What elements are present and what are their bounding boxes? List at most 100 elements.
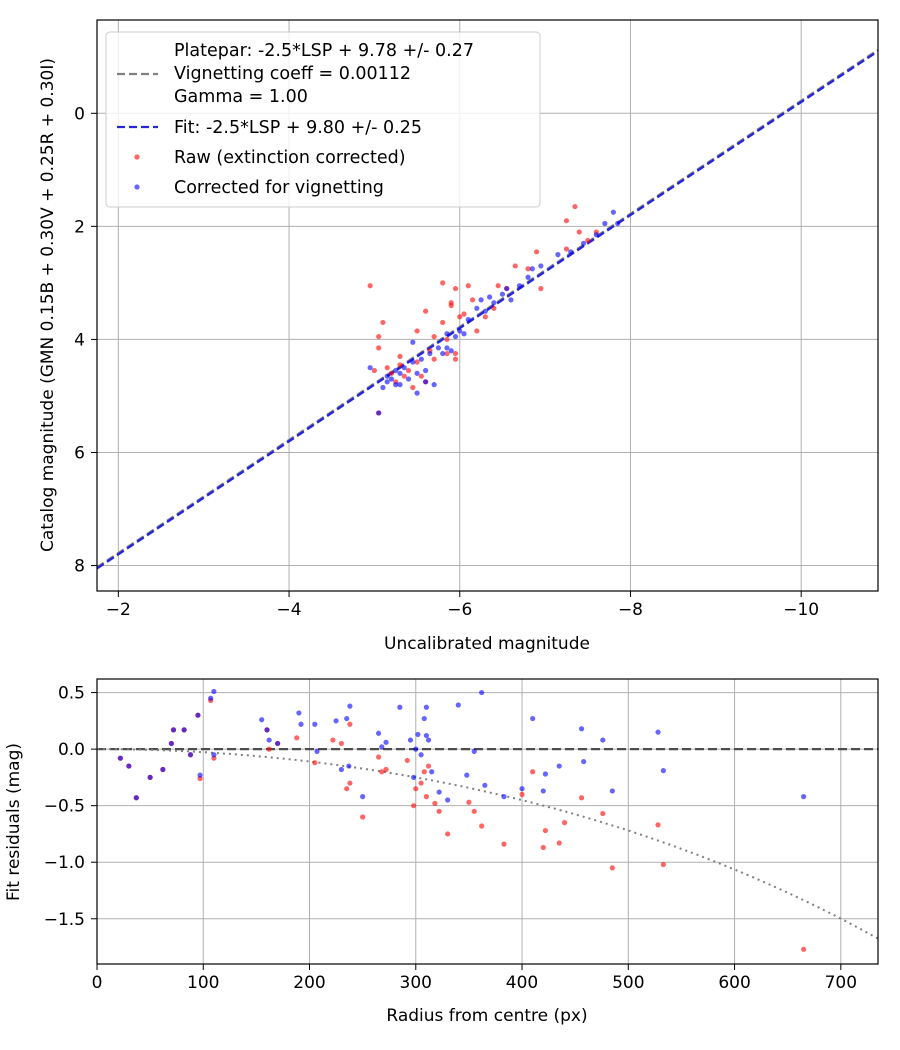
corrected-residual-point (383, 739, 389, 745)
raw-point (572, 203, 578, 210)
raw-point (371, 367, 378, 374)
raw-residual-point (660, 861, 666, 868)
corrected-residual-point (425, 737, 432, 743)
raw-point (397, 353, 403, 359)
corrected-residual-point (211, 752, 217, 758)
corrected-residual-point (464, 772, 470, 778)
corrected-point (580, 240, 587, 246)
raw-point (495, 283, 501, 289)
corrected-point (615, 220, 621, 227)
raw-residual-point (578, 795, 585, 801)
corrected-residual-point (347, 703, 353, 709)
corrected-point (487, 294, 493, 300)
raw-point (444, 350, 450, 357)
legend-platepar-line-3: Gamma = 1.00 (174, 87, 308, 107)
corrected-residual-point (346, 763, 352, 769)
y-tick-label: 8 (74, 557, 85, 577)
legend-fit-label: Fit: -2.5*LSP + 9.80 +/- 0.25 (174, 118, 422, 138)
bottom-y-ticks: 0.5 0.0 −0.5 −1.0 −1.5 (44, 684, 97, 930)
corrected-residual-point (375, 730, 382, 736)
raw-point (491, 305, 497, 311)
corrected-residual-point (482, 782, 488, 788)
y-tick-label: −0.5 (44, 797, 85, 817)
corrected-point (461, 331, 467, 337)
raw-point (533, 249, 540, 255)
raw-residual-point (379, 769, 385, 775)
corrected-point (410, 339, 416, 345)
raw-point (414, 359, 420, 365)
corrected-point (427, 350, 433, 357)
x-tick-label: −4 (277, 600, 302, 620)
corrected-point (452, 333, 459, 340)
corrected-point (410, 359, 416, 365)
corrected-point (380, 384, 386, 391)
raw-point (431, 333, 437, 340)
x-tick-label: 200 (293, 973, 325, 993)
raw-residual-point (600, 810, 606, 817)
legend-platepar-line-1: Platepar: -2.5*LSP + 9.78 +/- 0.27 (174, 41, 474, 61)
corrected-point (465, 317, 471, 323)
corrected-point (555, 252, 561, 258)
raw-point (367, 283, 373, 289)
corrected-point (423, 379, 429, 385)
raw-residual-point (294, 735, 300, 741)
corrected-residual-point (479, 689, 485, 696)
corrected-residual-point (379, 744, 385, 750)
legend-raw-marker (134, 154, 140, 160)
legend-box (105, 31, 541, 208)
corrected-point (482, 308, 488, 314)
corrected-point (418, 356, 424, 362)
x-tick-label: 500 (612, 973, 644, 993)
corrected-residual-point (298, 721, 304, 727)
corrected-residual-point (609, 788, 615, 794)
raw-point (452, 350, 459, 357)
corrected-residual-point (556, 763, 562, 769)
raw-point (585, 237, 591, 244)
corrected-residual-point (147, 774, 153, 780)
y-tick-label: 2 (74, 217, 85, 237)
raw-residual-point (655, 822, 661, 828)
corrected-point (568, 249, 574, 255)
corrected-residual-point (423, 732, 430, 739)
x-tick-label: 0 (92, 973, 103, 993)
x-tick-label: 400 (506, 973, 538, 993)
corrected-residual-point (407, 737, 414, 743)
corrected-point (525, 274, 531, 280)
bottom-reference-lines (97, 748, 879, 940)
corrected-point (538, 263, 544, 269)
corrected-residual-point (418, 752, 424, 758)
x-tick-label: −2 (106, 600, 131, 620)
corrected-point (397, 382, 403, 388)
corrected-residual-point (423, 704, 430, 710)
x-tick-label: 700 (825, 973, 857, 993)
raw-residual-point (423, 794, 430, 800)
raw-residual-point (561, 820, 568, 826)
raw-point (563, 246, 570, 252)
corrected-residual-point (600, 737, 606, 743)
bottom-axes-frame (96, 678, 879, 965)
bottom-corrected-series (117, 688, 807, 803)
corrected-residual-point (397, 704, 403, 710)
corrected-point (448, 348, 454, 354)
corrected-residual-point (411, 774, 417, 780)
x-tick-label: 100 (187, 973, 219, 993)
x-tick-label: −10 (783, 600, 819, 620)
corrected-point (435, 345, 442, 351)
corrected-residual-point (542, 771, 549, 777)
raw-point (512, 263, 518, 269)
corrected-residual-point (415, 731, 421, 738)
legend-corrected-marker (134, 184, 140, 190)
y-tick-label: 0 (74, 104, 85, 124)
y-tick-label: 0.5 (58, 684, 85, 704)
corrected-point (610, 209, 616, 215)
corrected-point (388, 376, 395, 382)
raw-residual-point (501, 841, 507, 847)
bottom-grid (96, 679, 878, 964)
corrected-point (444, 331, 450, 337)
y-tick-label: −1.5 (44, 910, 85, 930)
raw-point (440, 319, 446, 326)
raw-point (384, 365, 390, 371)
corrected-point (384, 373, 390, 379)
y-tick-label: 4 (74, 330, 85, 350)
